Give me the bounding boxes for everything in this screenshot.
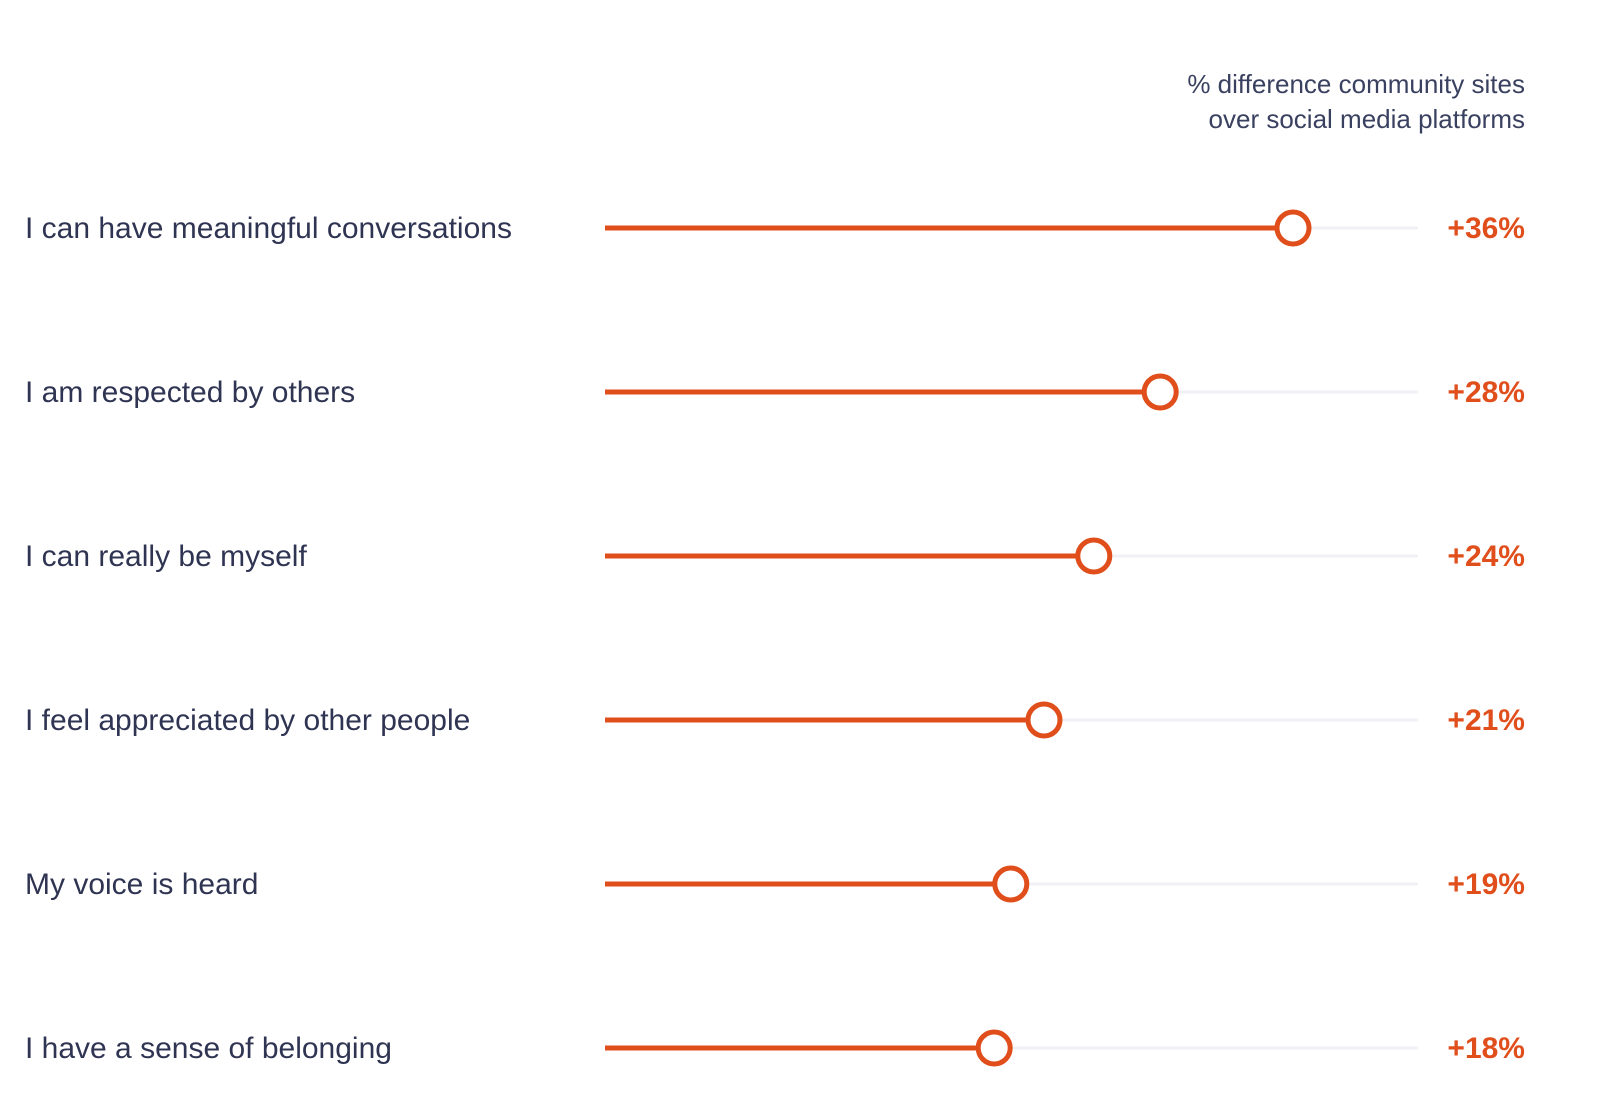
chart-row: I feel appreciated by other people +21%: [25, 701, 1525, 739]
header-line-1: % difference community sites: [1187, 69, 1525, 99]
value-marker: [992, 865, 1030, 903]
value-label: +24%: [1447, 540, 1525, 573]
value-marker: [1075, 537, 1113, 575]
row-label: I can have meaningful conversations: [25, 212, 512, 245]
value-marker: [1025, 701, 1063, 739]
chart-row: I can have meaningful conversations +36%: [25, 209, 1525, 247]
chart-row: My voice is heard +19%: [25, 865, 1525, 903]
header-line-2: over social media platforms: [1209, 104, 1525, 134]
chart-row: I can really be myself +24%: [25, 537, 1525, 575]
chart-row: I am respected by others +28%: [25, 373, 1525, 411]
row-label: I can really be myself: [25, 540, 307, 573]
row-label: I have a sense of belonging: [25, 1032, 392, 1065]
chart-rows: I can have meaningful conversations +36%I…: [25, 209, 1525, 1067]
chart-row: I have a sense of belonging +18%: [25, 1029, 1525, 1067]
chart-header: % difference community sites over social…: [1187, 69, 1525, 134]
row-label: I feel appreciated by other people: [25, 704, 470, 737]
value-marker: [975, 1029, 1013, 1067]
value-label: +36%: [1447, 212, 1525, 245]
value-marker: [1274, 209, 1312, 247]
value-label: +18%: [1447, 1032, 1525, 1065]
value-label: +21%: [1447, 704, 1525, 737]
value-label: +19%: [1447, 868, 1525, 901]
value-marker: [1141, 373, 1179, 411]
row-label: My voice is heard: [25, 868, 258, 901]
value-label: +28%: [1447, 376, 1525, 409]
row-label: I am respected by others: [25, 376, 355, 409]
